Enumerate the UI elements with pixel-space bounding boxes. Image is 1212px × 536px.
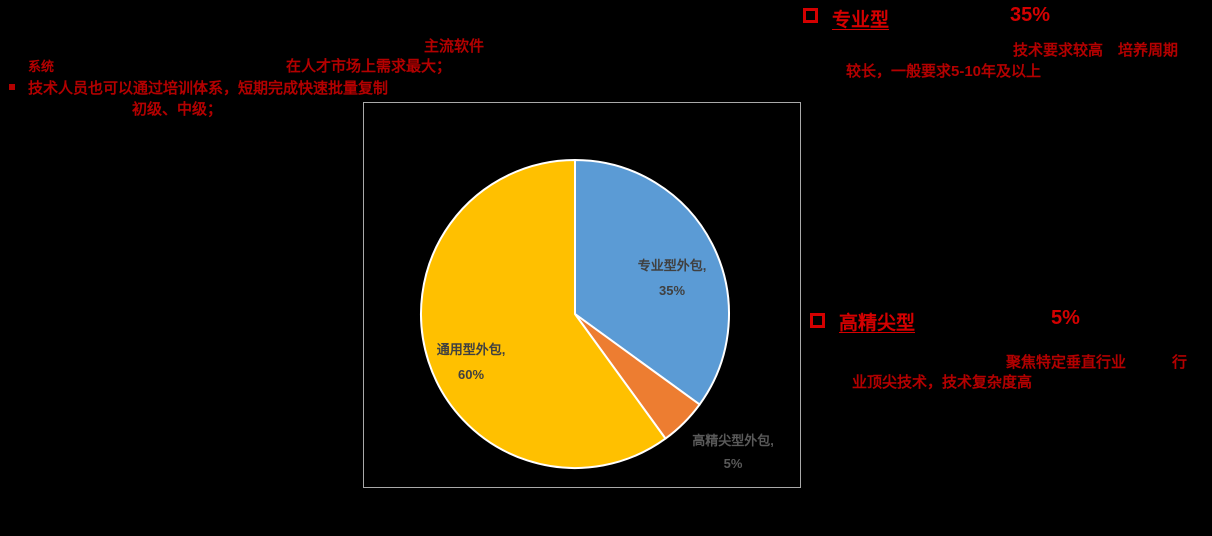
checkbox-square-icon xyxy=(810,313,825,328)
pie-label-value: 35% xyxy=(658,283,686,298)
pie-label-professional: 专业型外包, 35% xyxy=(638,253,707,303)
professional-title: 专业型 xyxy=(832,10,890,31)
annotation-system: 系统 xyxy=(28,59,55,74)
pie-svg xyxy=(420,159,730,469)
annotation-market-demand: 在人才市场上需求最大； xyxy=(286,58,452,75)
pie-label-text: 通用型外包, xyxy=(436,342,506,357)
pie-chart-area: 专业型外包, 35% 通用型外包, 60% 高精尖型外包, 5% xyxy=(363,102,801,488)
pie-label-text: 专业型外包, xyxy=(637,258,707,273)
pie-label-value: 60% xyxy=(457,367,485,382)
annotation-levels: 初级、中级； xyxy=(132,101,223,118)
pie-label-highend: 高精尖型外包, 5% xyxy=(692,429,774,475)
professional-desc-line2: 较长，一般要求5-10年及以上 xyxy=(846,63,1042,80)
square-bullet-icon xyxy=(9,84,15,90)
pie-label-general: 通用型外包, 60% xyxy=(437,337,506,387)
checkbox-square-icon xyxy=(803,8,818,23)
professional-percent: 35% xyxy=(1010,4,1051,26)
pie-slice-professional xyxy=(574,159,730,406)
highend-desc-line1a: 聚焦特定垂直行业 xyxy=(1006,354,1127,371)
professional-desc-line1: 技术要求较高 培养周期 xyxy=(1013,42,1179,59)
highend-percent: 5% xyxy=(1051,307,1080,329)
pie-label-value: 5% xyxy=(723,456,743,471)
highend-desc-line1b: 行 xyxy=(1172,354,1188,371)
annotation-mainstream-software: 主流软件 xyxy=(424,38,485,55)
highend-title: 高精尖型 xyxy=(839,313,916,334)
pie-label-text: 高精尖型外包, xyxy=(692,433,774,448)
annotation-training: 技术人员也可以通过培训体系，短期完成快速批量复制 xyxy=(28,80,389,97)
highend-desc-line2: 业顶尖技术，技术复杂度高 xyxy=(852,374,1033,391)
pie-slice-general xyxy=(420,159,667,469)
